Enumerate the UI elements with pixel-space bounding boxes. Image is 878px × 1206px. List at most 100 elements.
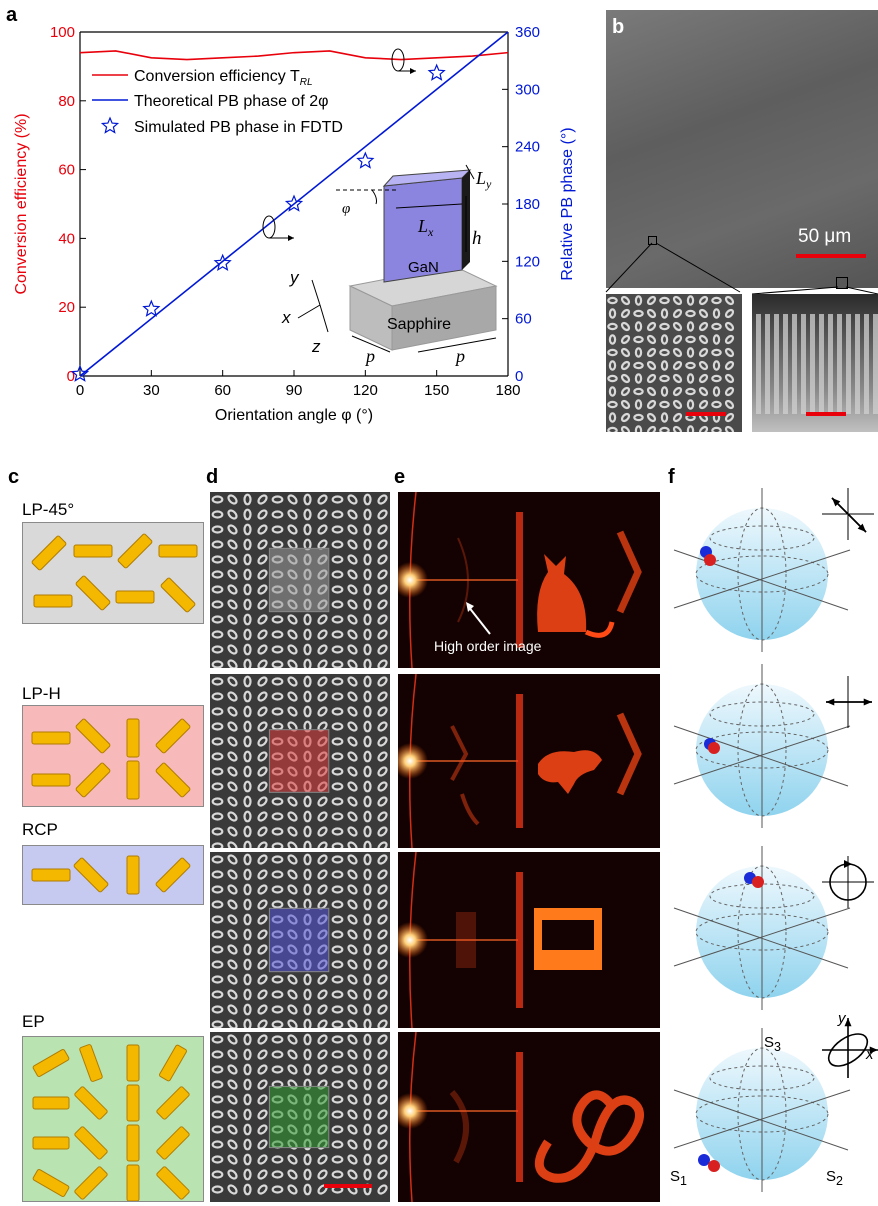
nanorod bbox=[73, 544, 113, 558]
pillar bbox=[347, 1034, 358, 1045]
pillar bbox=[243, 493, 252, 506]
pillar bbox=[347, 944, 358, 955]
pillar bbox=[211, 707, 224, 716]
pillar bbox=[363, 1078, 372, 1091]
zoom-lines bbox=[605, 242, 878, 295]
pillar bbox=[698, 386, 709, 397]
pillar bbox=[363, 928, 372, 941]
pillar bbox=[227, 554, 238, 565]
y-right-tick-label: 300 bbox=[515, 81, 540, 98]
pillar bbox=[211, 1050, 224, 1059]
pillar bbox=[377, 959, 388, 970]
pillar bbox=[672, 347, 683, 358]
pillar bbox=[211, 737, 224, 746]
pillar bbox=[347, 569, 358, 580]
legend-simulated-label: Simulated PB phase in FDTD bbox=[134, 119, 343, 136]
state-output bbox=[752, 876, 764, 888]
pillar bbox=[303, 840, 312, 848]
simulated-point bbox=[213, 253, 232, 271]
s2-axis bbox=[673, 549, 851, 609]
pillar bbox=[363, 598, 372, 611]
pillar bbox=[377, 1034, 388, 1045]
pillar bbox=[685, 387, 696, 396]
pillar bbox=[331, 600, 344, 609]
pillar bbox=[227, 721, 238, 732]
pillar bbox=[363, 868, 372, 881]
pillar bbox=[672, 308, 683, 319]
pillar bbox=[659, 374, 670, 383]
axis-x-label: x bbox=[281, 308, 291, 327]
annotation-arrow bbox=[467, 605, 491, 635]
pillar bbox=[227, 929, 238, 940]
pol4-y-head bbox=[844, 1018, 852, 1027]
nanorod bbox=[31, 868, 71, 882]
pillar bbox=[211, 1020, 224, 1028]
pillar bbox=[347, 989, 358, 1000]
s1-axis bbox=[673, 907, 849, 969]
pillar bbox=[227, 584, 238, 595]
pillar bbox=[317, 869, 328, 880]
pillar bbox=[331, 915, 344, 924]
pillar bbox=[347, 959, 358, 970]
pillar bbox=[257, 1094, 268, 1105]
pillar bbox=[243, 853, 252, 866]
p2-dim bbox=[417, 337, 497, 353]
pillar bbox=[227, 614, 238, 625]
high-order-image bbox=[457, 537, 469, 623]
pillar bbox=[363, 1033, 372, 1046]
pillar bbox=[243, 735, 252, 748]
label-s3: S3 bbox=[764, 1034, 781, 1054]
pillar bbox=[303, 795, 312, 808]
pillar bbox=[271, 692, 284, 701]
pillar bbox=[227, 914, 238, 925]
pillar bbox=[211, 827, 224, 836]
pillar bbox=[724, 334, 735, 345]
rods-lph bbox=[31, 718, 191, 800]
pillar bbox=[711, 296, 722, 305]
pillar bbox=[257, 569, 268, 580]
series-theory-line bbox=[79, 31, 509, 377]
pillar bbox=[377, 884, 388, 895]
pillar bbox=[686, 321, 695, 332]
pillar bbox=[363, 568, 372, 581]
pillar bbox=[331, 930, 344, 939]
nanorod bbox=[158, 544, 198, 558]
pillar bbox=[331, 827, 344, 836]
pillar bbox=[211, 855, 224, 864]
pillar bbox=[227, 766, 238, 777]
pillar bbox=[331, 692, 344, 701]
pillar bbox=[287, 1004, 298, 1015]
chevron bbox=[616, 530, 642, 614]
pillar bbox=[634, 347, 643, 358]
pillar bbox=[227, 989, 238, 1000]
pillar bbox=[257, 691, 268, 702]
sem-d-rcp bbox=[210, 852, 390, 1028]
pillar bbox=[227, 736, 238, 747]
pillar bbox=[608, 386, 617, 397]
pillar bbox=[377, 854, 388, 865]
pillar bbox=[660, 334, 669, 345]
pillar bbox=[672, 412, 683, 423]
pillar bbox=[608, 360, 617, 371]
pillar bbox=[227, 1109, 238, 1120]
pillar bbox=[271, 1170, 284, 1179]
nanorod bbox=[73, 857, 109, 893]
nanorod bbox=[117, 533, 153, 569]
pillar bbox=[363, 643, 372, 656]
pillar bbox=[317, 841, 328, 848]
pillar bbox=[287, 884, 298, 895]
pillar bbox=[303, 988, 312, 1001]
pillar bbox=[347, 811, 358, 822]
nanorod bbox=[155, 857, 191, 893]
pillar bbox=[271, 1050, 284, 1059]
nanorod bbox=[115, 590, 155, 604]
pillar bbox=[724, 295, 735, 306]
pillar bbox=[271, 885, 284, 894]
y-left-tick-label: 80 bbox=[58, 93, 75, 110]
pillar bbox=[377, 929, 388, 940]
pillar bbox=[243, 1183, 252, 1196]
pillar bbox=[659, 400, 670, 409]
pillar bbox=[211, 555, 224, 564]
simulated-point bbox=[284, 194, 304, 212]
pillar bbox=[211, 842, 224, 848]
